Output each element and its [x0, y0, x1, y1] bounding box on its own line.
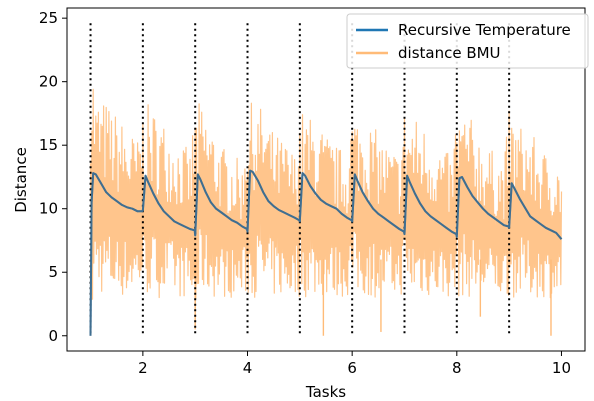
y-tick-label: 20	[39, 73, 58, 91]
y-tick-label: 15	[39, 136, 58, 154]
legend: Recursive Temperature distance BMU	[346, 13, 589, 69]
legend-label-distance-bmu: distance BMU	[398, 44, 501, 62]
recursive-temperature-line-overlay	[89, 169, 563, 336]
plot-area	[89, 23, 563, 336]
distance-bmu-line	[89, 88, 563, 300]
legend-label-recursive-temperature: Recursive Temperature	[398, 21, 571, 39]
x-tick-label: 10	[552, 359, 571, 377]
x-tick-label: 6	[347, 359, 357, 377]
y-tick-label: 10	[39, 200, 58, 218]
x-tick-label: 8	[452, 359, 462, 377]
y-axis: 0 5 10 15 20 25	[39, 9, 67, 345]
x-axis: 2 4 6 8 10	[138, 351, 571, 377]
y-tick-label: 5	[48, 263, 58, 281]
x-tick-label: 4	[243, 359, 253, 377]
y-tick-label: 25	[39, 9, 58, 27]
axes-frame	[66, 7, 586, 352]
legend-box	[346, 13, 589, 69]
y-axis-label: Distance	[12, 147, 30, 213]
x-axis-label: Tasks	[305, 383, 346, 401]
recursive-temperature-series	[89, 169, 563, 336]
distance-bmu-series	[89, 88, 563, 336]
y-tick-label: 0	[48, 327, 58, 345]
x-tick-label: 2	[138, 359, 148, 377]
